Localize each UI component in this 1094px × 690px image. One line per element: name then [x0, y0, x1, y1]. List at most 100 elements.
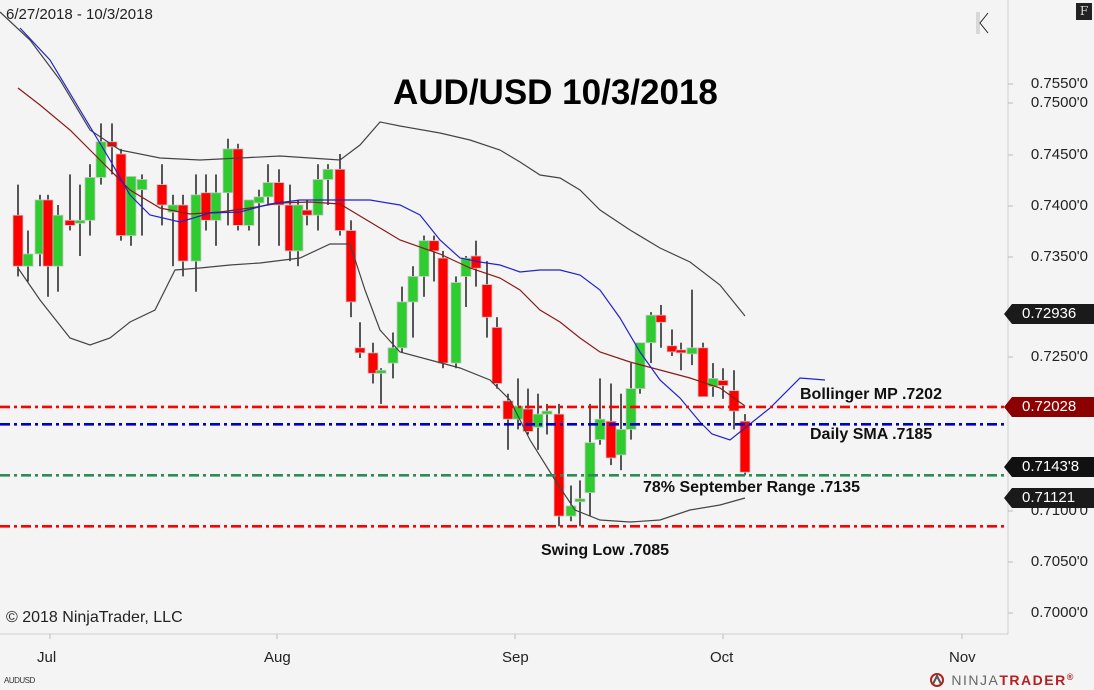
candle [177, 194, 189, 277]
candle [418, 235, 430, 297]
price-flag-value: 0.72028 [1022, 398, 1077, 415]
candle [460, 256, 472, 307]
f-button[interactable]: F [1076, 3, 1092, 20]
candle [645, 312, 657, 364]
candle [450, 276, 462, 369]
candle [387, 332, 399, 379]
candle [666, 329, 678, 356]
candle [243, 199, 255, 231]
candle [22, 230, 34, 282]
bollinger-middle-line [17, 87, 746, 407]
candle [12, 184, 24, 277]
chart-annotation: Swing Low .7085 [541, 542, 670, 559]
candle [136, 174, 148, 236]
candle [491, 317, 503, 389]
candle [210, 174, 222, 246]
price-flag-value: 0.72936 [1022, 305, 1077, 322]
ninjatrader-logo: NINJATRADER® [928, 672, 1075, 688]
y-tick-label: 0.7400'0 [1030, 197, 1088, 214]
x-tick-label: Jul [37, 649, 57, 666]
candle [273, 169, 285, 246]
candle [312, 164, 324, 231]
candle [95, 123, 107, 185]
candle [106, 123, 118, 175]
y-tick-label: 0.7250'0 [1030, 348, 1088, 365]
candle [354, 322, 366, 358]
candle [253, 189, 265, 246]
candle [334, 154, 346, 236]
candle [728, 370, 740, 430]
price-flag: 0.72028 [1004, 397, 1094, 417]
candle [584, 403, 596, 517]
candle [717, 368, 729, 399]
candle [292, 199, 304, 267]
candle [553, 403, 565, 527]
candle [345, 220, 357, 318]
candle [594, 378, 606, 445]
candle [115, 148, 127, 241]
bollinger-upper-line [0, 11, 746, 317]
candle [686, 289, 698, 366]
candle [697, 342, 709, 398]
candle [200, 174, 212, 231]
candle [125, 176, 137, 246]
candle [615, 393, 627, 471]
bollinger-lower-line [17, 243, 746, 523]
chevron-left-icon [976, 12, 989, 34]
candle [707, 363, 719, 397]
chart-annotation: Daily SMA .7185 [810, 426, 933, 443]
x-tick-label: Sep [502, 649, 529, 666]
chart-annotation: 78% September Range .7135 [643, 479, 860, 496]
fast-ma-line [19, 27, 826, 441]
y-tick-label: 0.7050'0 [1030, 553, 1088, 570]
price-flag-value: 0.71121 [1022, 489, 1076, 506]
candle [470, 240, 482, 287]
candle [301, 199, 313, 226]
candle [437, 250, 449, 369]
candle [64, 174, 76, 231]
date-range-label: 6/27/2018 - 10/3/2018 [6, 6, 153, 23]
horizontal-lines [0, 405, 1008, 528]
y-tick-label: 0.7350'0 [1030, 248, 1088, 265]
candle [375, 368, 387, 404]
candle [532, 393, 544, 450]
candle [522, 388, 534, 435]
chart-title: AUD/USD 10/3/2018 [393, 73, 718, 112]
ninjatrader-logo-icon [930, 673, 944, 687]
x-tick-label: Nov [949, 649, 976, 666]
candle [428, 235, 440, 282]
copyright-label: © 2018 NinjaTrader, LLC [6, 609, 183, 626]
price-flag: 0.72936 [1004, 304, 1094, 324]
price-flag: 0.7143'8 [1004, 457, 1094, 477]
candle [156, 164, 168, 226]
collapse-panel-button[interactable] [976, 12, 990, 34]
candle [625, 363, 637, 440]
candle [262, 164, 274, 205]
indicator-overlays [0, 11, 826, 523]
candle [42, 194, 54, 297]
y-tick-label: 0.7450'0 [1030, 146, 1088, 163]
candle [84, 164, 96, 236]
candle [167, 194, 179, 267]
y-tick-label: 0.7000'0 [1030, 604, 1088, 621]
candle [655, 304, 667, 348]
instrument-watermark: AUDUSD [4, 676, 35, 685]
price-flag-value: 0.7143'8 [1022, 458, 1080, 475]
candle [52, 205, 64, 292]
candle [367, 342, 379, 384]
y-tick-label: 0.7550'0 [1030, 75, 1088, 92]
x-tick-label: Oct [710, 649, 734, 666]
candle [396, 286, 408, 353]
x-tick-label: Aug [264, 649, 291, 666]
candle [407, 266, 419, 338]
candle [74, 184, 86, 256]
candle [634, 342, 646, 394]
price-flag: 0.71121 [1004, 488, 1094, 508]
candle [675, 342, 687, 371]
candle [541, 403, 553, 435]
candle [574, 480, 586, 527]
candle [232, 143, 244, 231]
chart-annotation: Bollinger MP .7202 [800, 386, 942, 403]
candle [190, 174, 202, 292]
